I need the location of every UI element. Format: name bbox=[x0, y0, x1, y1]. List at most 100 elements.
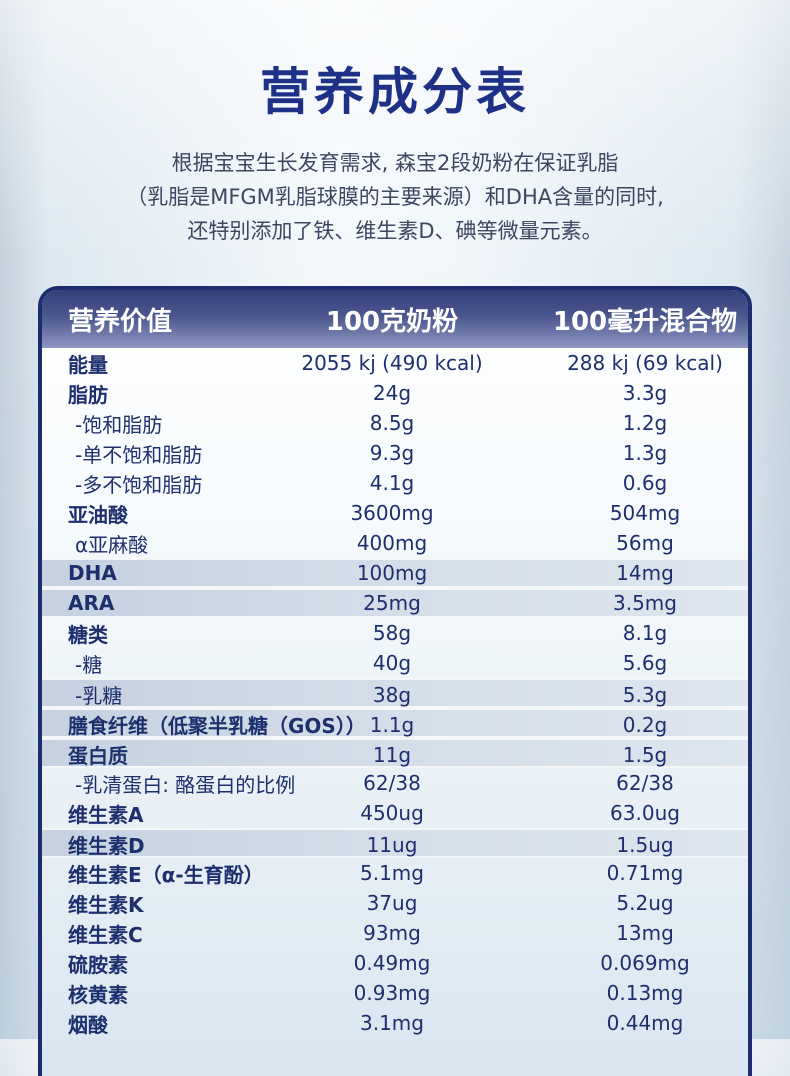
value-per-100g: 93mg bbox=[363, 921, 421, 945]
table-row: -乳清蛋白: 酪蛋白的比例 62/38 62/38 bbox=[42, 768, 748, 798]
nutrient-label: 能量 bbox=[68, 352, 108, 377]
value-per-100ml: 504mg bbox=[609, 501, 681, 525]
value-per-100g: 58g bbox=[372, 621, 412, 645]
value-per-100ml: 0.13mg bbox=[606, 981, 684, 1005]
table-row: 亚油酸 3600mg 504mg bbox=[42, 498, 748, 528]
value-per-100g: 38g bbox=[372, 682, 412, 707]
table-row: 蛋白质 11g 1.5g bbox=[42, 738, 748, 768]
nutrient-label: 核黄素 bbox=[68, 982, 128, 1007]
nutrient-label: 维生素K bbox=[68, 892, 144, 917]
nutrient-label: 硫胺素 bbox=[68, 952, 128, 977]
value-per-100ml: 63.0ug bbox=[610, 801, 680, 825]
table-row: 核黄素 0.93mg 0.13mg bbox=[42, 978, 748, 1008]
description-line-1: 根据宝宝生长发育需求, 森宝2段奶粉在保证乳脂 bbox=[171, 151, 619, 175]
value-per-100g: 0.93mg bbox=[353, 981, 431, 1005]
value-per-100g: 37ug bbox=[366, 891, 418, 915]
nutrition-table: 营养价值 100克奶粉 100毫升混合物 能量 2055 kj (490 kca… bbox=[38, 286, 752, 1076]
table-row: 维生素E（α-生育酚） 5.1mg 0.71mg bbox=[42, 858, 748, 888]
nutrient-label: -糖 bbox=[75, 652, 103, 677]
value-per-100ml: 1.2g bbox=[622, 411, 668, 435]
value-per-100g: 24g bbox=[372, 381, 412, 405]
header-per-100g-column: 100克奶粉 bbox=[325, 306, 459, 337]
value-per-100g: 25mg bbox=[363, 591, 421, 615]
nutrient-label: -乳糖 bbox=[75, 684, 123, 708]
table-row: ARA 25mg 3.5mg bbox=[42, 588, 748, 618]
value-per-100g: 11g bbox=[372, 742, 412, 767]
value-per-100ml: 56mg bbox=[616, 531, 674, 555]
table-row: 维生素D 11ug 1.5ug bbox=[42, 828, 748, 858]
description-line-2: （乳脂是MFGM乳脂球膜的主要来源）和DHA含量的同时, bbox=[126, 185, 664, 209]
value-per-100ml: 5.6g bbox=[622, 651, 668, 675]
value-per-100g: 0.49mg bbox=[353, 951, 431, 975]
value-per-100ml: 1.3g bbox=[622, 441, 668, 465]
value-per-100g: 1.1g bbox=[369, 712, 415, 737]
table-row: -乳糖 38g 5.3g bbox=[42, 678, 748, 708]
nutrient-label: 维生素C bbox=[68, 922, 143, 947]
value-per-100g: 450ug bbox=[360, 801, 424, 825]
table-header-row: 营养价值 100克奶粉 100毫升混合物 bbox=[42, 290, 748, 348]
value-per-100ml: 3.5mg bbox=[613, 591, 677, 615]
table-row: 维生素A 450ug 63.0ug bbox=[42, 798, 748, 828]
table-row: -糖 40g 5.6g bbox=[42, 648, 748, 678]
value-per-100g: 9.3g bbox=[369, 441, 415, 465]
nutrient-label: 维生素D bbox=[68, 834, 145, 858]
page-title: 营养成分表 bbox=[260, 63, 530, 121]
value-per-100ml: 0.6g bbox=[622, 471, 668, 495]
nutrient-label: 维生素A bbox=[68, 802, 144, 827]
nutrient-label: 蛋白质 bbox=[68, 744, 128, 768]
value-per-100ml: 1.5g bbox=[622, 742, 668, 767]
table-row: 硫胺素 0.49mg 0.069mg bbox=[42, 948, 748, 978]
table-row: 能量 2055 kj (490 kcal) 288 kj (69 kcal) bbox=[42, 348, 748, 378]
nutrient-label: -乳清蛋白: 酪蛋白的比例 bbox=[75, 772, 296, 797]
nutrient-label: 维生素E（α-生育酚） bbox=[68, 862, 264, 887]
value-per-100g: 40g bbox=[372, 651, 412, 675]
nutrient-label: 膳食纤维（低聚半乳糖（GOS）） bbox=[68, 714, 366, 738]
nutrient-label: -饱和脂肪 bbox=[75, 412, 163, 437]
value-per-100ml: 62/38 bbox=[616, 771, 674, 795]
nutrient-label: ARA bbox=[68, 591, 115, 615]
value-per-100ml: 0.2g bbox=[622, 712, 668, 737]
table-row: 烟酸 3.1mg 0.44mg bbox=[42, 1008, 748, 1038]
table-row: -多不饱和脂肪 4.1g 0.6g bbox=[42, 468, 748, 498]
table-row: DHA 100mg 14mg bbox=[42, 558, 748, 588]
value-per-100ml: 3.3g bbox=[622, 381, 668, 405]
value-per-100g: 4.1g bbox=[369, 471, 415, 495]
value-per-100g: 62/38 bbox=[363, 771, 421, 795]
nutrient-label: 糖类 bbox=[68, 622, 108, 647]
table-row: α亚麻酸 400mg 56mg bbox=[42, 528, 748, 558]
value-per-100g: 400mg bbox=[356, 531, 428, 555]
table-row: 脂肪 24g 3.3g bbox=[42, 378, 748, 408]
description: 根据宝宝生长发育需求, 森宝2段奶粉在保证乳脂 （乳脂是MFGM乳脂球膜的主要来… bbox=[0, 146, 790, 248]
table-body: 能量 2055 kj (490 kcal) 288 kj (69 kcal) 脂… bbox=[42, 348, 748, 1038]
table-row: -单不饱和脂肪 9.3g 1.3g bbox=[42, 438, 748, 468]
value-per-100g: 5.1mg bbox=[360, 861, 424, 885]
value-per-100ml: 14mg bbox=[616, 561, 674, 585]
table-row: 维生素K 37ug 5.2ug bbox=[42, 888, 748, 918]
description-line-3: 还特别添加了铁、维生素D、碘等微量元素。 bbox=[187, 219, 603, 243]
value-per-100g: 3.1mg bbox=[360, 1011, 424, 1035]
value-per-100ml: 1.5ug bbox=[616, 832, 674, 857]
table-row: 维生素C 93mg 13mg bbox=[42, 918, 748, 948]
header-nutrient-column: 营养价值 bbox=[68, 306, 173, 337]
nutrient-label: -多不饱和脂肪 bbox=[75, 472, 203, 497]
table-row: 糖类 58g 8.1g bbox=[42, 618, 748, 648]
value-per-100ml: 13mg bbox=[616, 921, 674, 945]
value-per-100g: 100mg bbox=[356, 561, 428, 585]
value-per-100ml: 0.71mg bbox=[606, 861, 684, 885]
table-row: -饱和脂肪 8.5g 1.2g bbox=[42, 408, 748, 438]
value-per-100ml: 5.3g bbox=[622, 682, 668, 707]
value-per-100ml: 8.1g bbox=[622, 621, 668, 645]
nutrient-label: 脂肪 bbox=[68, 382, 108, 407]
value-per-100ml: 0.069mg bbox=[600, 951, 690, 975]
value-per-100ml: 0.44mg bbox=[606, 1011, 684, 1035]
nutrient-label: 烟酸 bbox=[68, 1012, 108, 1037]
value-per-100ml: 5.2ug bbox=[616, 891, 674, 915]
value-per-100ml: 288 kj (69 kcal) bbox=[567, 351, 723, 375]
value-per-100g: 3600mg bbox=[350, 501, 434, 525]
table-row: 膳食纤维（低聚半乳糖（GOS）） 1.1g 0.2g bbox=[42, 708, 748, 738]
nutrient-label: -单不饱和脂肪 bbox=[75, 442, 203, 467]
nutrient-label: 亚油酸 bbox=[68, 502, 128, 527]
value-per-100g: 8.5g bbox=[369, 411, 415, 435]
nutrient-label: DHA bbox=[68, 561, 117, 585]
